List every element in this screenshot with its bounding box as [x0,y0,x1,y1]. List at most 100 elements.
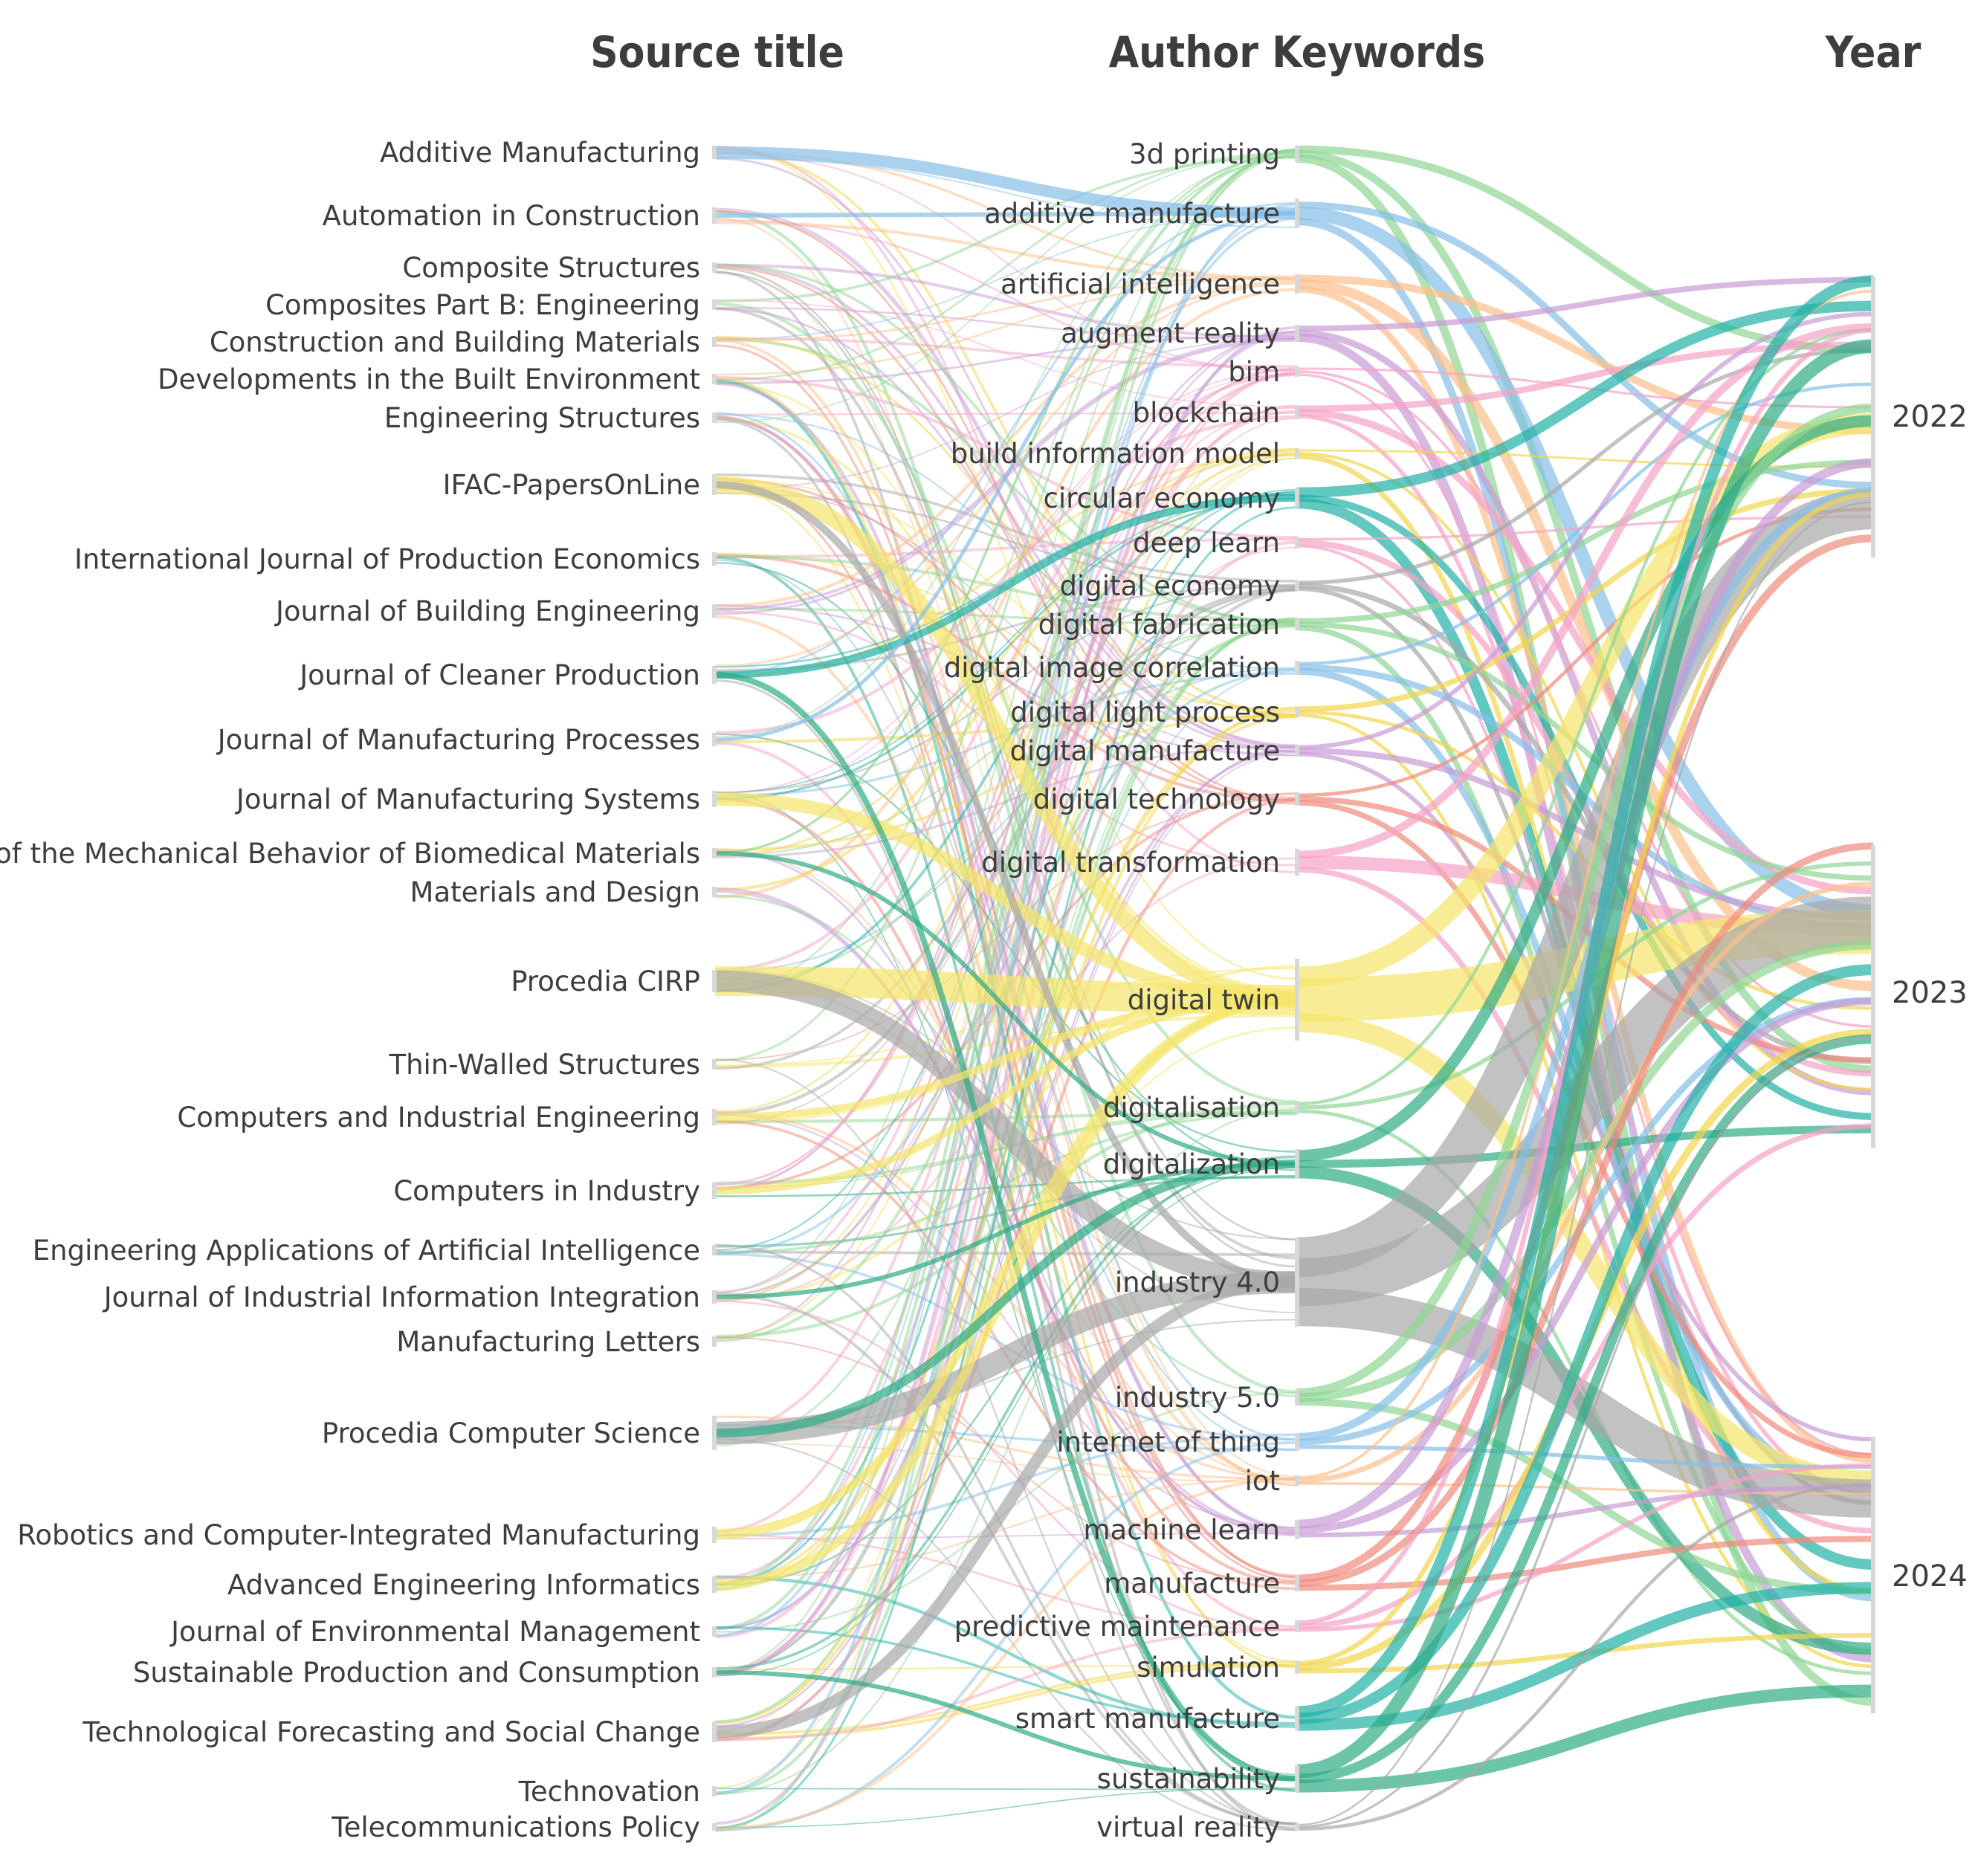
source-node[interactable] [712,1059,717,1070]
source-title-label: Telecommunications Policy [331,1811,700,1843]
keyword-node[interactable] [1295,849,1299,876]
keyword-node[interactable] [1295,537,1299,549]
source-title-label: Composites Part B: Engineering [265,289,700,321]
header-year: Year [1825,27,1921,77]
source-node[interactable] [712,262,717,273]
keyword-node[interactable] [1295,1823,1299,1831]
year-node[interactable] [1871,845,1875,1148]
flow-source-keyword [714,490,1298,1585]
source-node[interactable] [712,887,717,897]
keyword-label: artificial intelligence [1001,268,1280,300]
flow-source-keyword-major [714,996,1298,1121]
keyword-label: digital image correlation [944,652,1280,684]
keyword-node[interactable] [1295,448,1299,459]
keyword-node[interactable] [1295,198,1299,228]
keyword-node[interactable] [1295,1620,1299,1632]
keyword-node[interactable] [1295,792,1299,806]
flow-source-keyword [714,372,1298,972]
keyword-node[interactable] [1295,1475,1299,1486]
flow-source-keyword [714,506,1298,1829]
year-label: 2023 [1892,976,1968,1010]
keyword-node[interactable] [1295,1660,1299,1674]
keyword-node[interactable] [1295,325,1299,341]
keyword-node[interactable] [1295,580,1299,591]
keyword-node[interactable] [1295,274,1299,294]
source-node[interactable] [712,207,717,224]
flow-keyword-year [1296,940,1874,1402]
source-title-label: Developments in the Built Environment [158,363,700,395]
flow-source-keyword [714,157,1298,228]
source-node[interactable] [712,1721,717,1742]
flow-keyword-year [1296,488,1874,712]
source-node[interactable] [712,666,717,684]
source-node[interactable] [712,1626,717,1637]
flow-source-keyword [714,219,1298,372]
source-node[interactable] [712,1576,717,1593]
flow-source-keyword [714,153,1298,1672]
year-node[interactable] [1871,276,1875,557]
flow-source-keyword [714,407,1298,1185]
keyword-node[interactable] [1295,1149,1299,1179]
source-node[interactable] [712,970,717,992]
keyword-node[interactable] [1295,618,1299,630]
keyword-node[interactable] [1295,146,1299,162]
source-node[interactable] [712,146,717,159]
keyword-node[interactable] [1295,1575,1299,1591]
source-node[interactable] [712,337,717,347]
source-node[interactable] [712,300,717,310]
keyword-node[interactable] [1295,1238,1299,1327]
source-node[interactable] [712,413,717,423]
source-node[interactable] [712,1416,717,1450]
flow-source-keyword [714,748,1298,1630]
source-node[interactable] [712,1183,717,1199]
source-title-label: Engineering Structures [384,402,700,434]
flow-keyword-year [1296,997,1874,1533]
source-node[interactable] [712,1245,717,1255]
keyword-node[interactable] [1295,1520,1299,1539]
keyword-node[interactable] [1295,1433,1299,1451]
flow-source-keyword [714,1300,1298,1631]
flow-source-keyword [714,1108,1298,1795]
source-node[interactable] [712,1336,717,1347]
source-node[interactable] [712,474,717,495]
source-node[interactable] [712,1786,717,1796]
source-title-label: Robotics and Computer-Integrated Manufac… [17,1519,700,1551]
source-title-label: Manufacturing Letters [396,1326,700,1358]
flow-source-keyword [714,369,1298,795]
keyword-node[interactable] [1295,406,1299,419]
keyword-node[interactable] [1295,959,1299,1041]
keyword-node[interactable] [1295,366,1299,377]
keyword-node[interactable] [1295,1707,1299,1730]
source-node[interactable] [712,374,717,384]
keyword-node[interactable] [1295,745,1299,757]
source-title-label: Journal of Manufacturing Systems [235,783,700,815]
source-node[interactable] [712,848,717,858]
flow-source-keyword [714,418,1298,1675]
source-node[interactable] [712,1823,717,1831]
flow-source-keyword-major [714,995,1298,1589]
source-node[interactable] [712,1290,717,1304]
source-title-label: IFAC-PapersOnLine [443,469,700,501]
source-node[interactable] [712,791,717,807]
source-node[interactable] [712,1109,717,1125]
keyword-label: simulation [1137,1652,1280,1683]
keyword-node[interactable] [1295,1101,1299,1114]
flow-source-keyword [714,307,1298,753]
keyword-node[interactable] [1295,1389,1299,1406]
source-node[interactable] [712,552,717,566]
flow-source-keyword [714,217,1298,1478]
keyword-node[interactable] [1295,1765,1299,1792]
source-node[interactable] [712,604,717,618]
source-node[interactable] [712,1527,717,1543]
flow-source-keyword [714,415,1298,1530]
flow-source-keyword [714,1111,1298,1255]
keyword-node[interactable] [1295,488,1299,508]
keyword-node[interactable] [1295,661,1299,674]
source-node[interactable] [712,1667,717,1678]
keyword-label: smart manufacture [1015,1703,1280,1735]
keyword-node[interactable] [1295,707,1299,717]
source-node[interactable] [712,733,717,746]
flow-source-keyword [714,271,1298,1268]
year-node[interactable] [1871,1437,1875,1713]
